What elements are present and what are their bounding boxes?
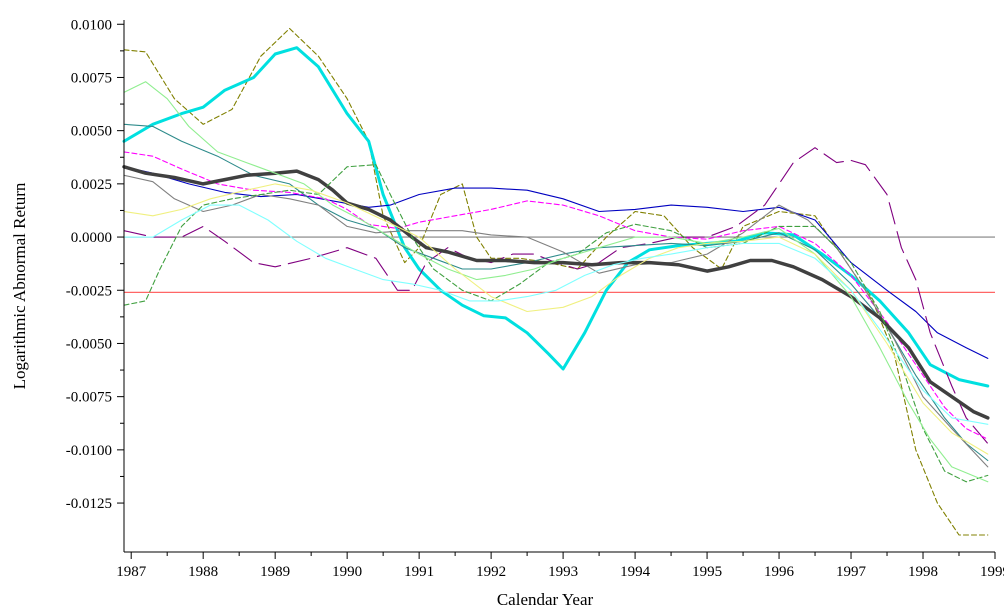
x-tick-label: 1988: [188, 564, 218, 580]
series-line-10: [123, 81, 989, 483]
x-tick-label: 1995: [692, 564, 722, 580]
x-tick-label: 1996: [764, 564, 795, 580]
x-tick-label: 1992: [476, 564, 506, 580]
series-line-1: [123, 27, 989, 536]
y-tick-label: 0.0075: [71, 70, 112, 86]
x-axis-title: Calendar Year: [497, 590, 594, 609]
axes: [123, 20, 995, 553]
y-tick-label: -0.0075: [66, 390, 112, 406]
y-tick-label: -0.0050: [66, 336, 112, 352]
series-line-7: [123, 174, 989, 468]
series-line-9: [123, 164, 989, 483]
x-tick-label: 1999: [980, 564, 1004, 580]
x-tick-label: 1991: [404, 564, 434, 580]
y-tick-label: -0.0125: [66, 496, 112, 512]
series-line-12: [123, 204, 989, 425]
reference-lines: [124, 236, 995, 293]
x-tick-label: 1990: [332, 564, 362, 580]
y-axis-title: Logarithmic Abnormal Return: [10, 182, 29, 389]
y-tick-label: -0.0025: [66, 283, 112, 299]
y-tick-label: 0.0100: [71, 17, 112, 33]
series-line-11: [123, 183, 989, 455]
y-ticks: 0.0100 0.0075 0.0050 0.0025 0.0000 -0.0025 -0.…: [66, 17, 124, 512]
series-line-2: [122, 46, 990, 388]
y-tick-label: 0.0000: [71, 230, 112, 246]
y-tick-label: 0.0050: [71, 124, 112, 140]
series-line-4: [123, 147, 989, 445]
x-tick-label: 1989: [260, 564, 290, 580]
x-tick-label: 1987: [116, 564, 147, 580]
series-layer: [122, 27, 990, 536]
x-tick-label: 1994: [620, 564, 651, 580]
x-tick-label: 1998: [908, 564, 938, 580]
x-ticks: 1987 1988 1989 1990 1991 1992 1993 1994 1995 1996…: [116, 552, 1004, 580]
series-line-5: [123, 151, 989, 440]
x-tick-label: 1997: [836, 564, 867, 580]
y-tick-label: 0.0025: [71, 177, 112, 193]
x-tick-label: 1993: [548, 564, 578, 580]
y-tick-label: -0.0100: [66, 443, 112, 459]
series-line-6: [123, 123, 989, 462]
